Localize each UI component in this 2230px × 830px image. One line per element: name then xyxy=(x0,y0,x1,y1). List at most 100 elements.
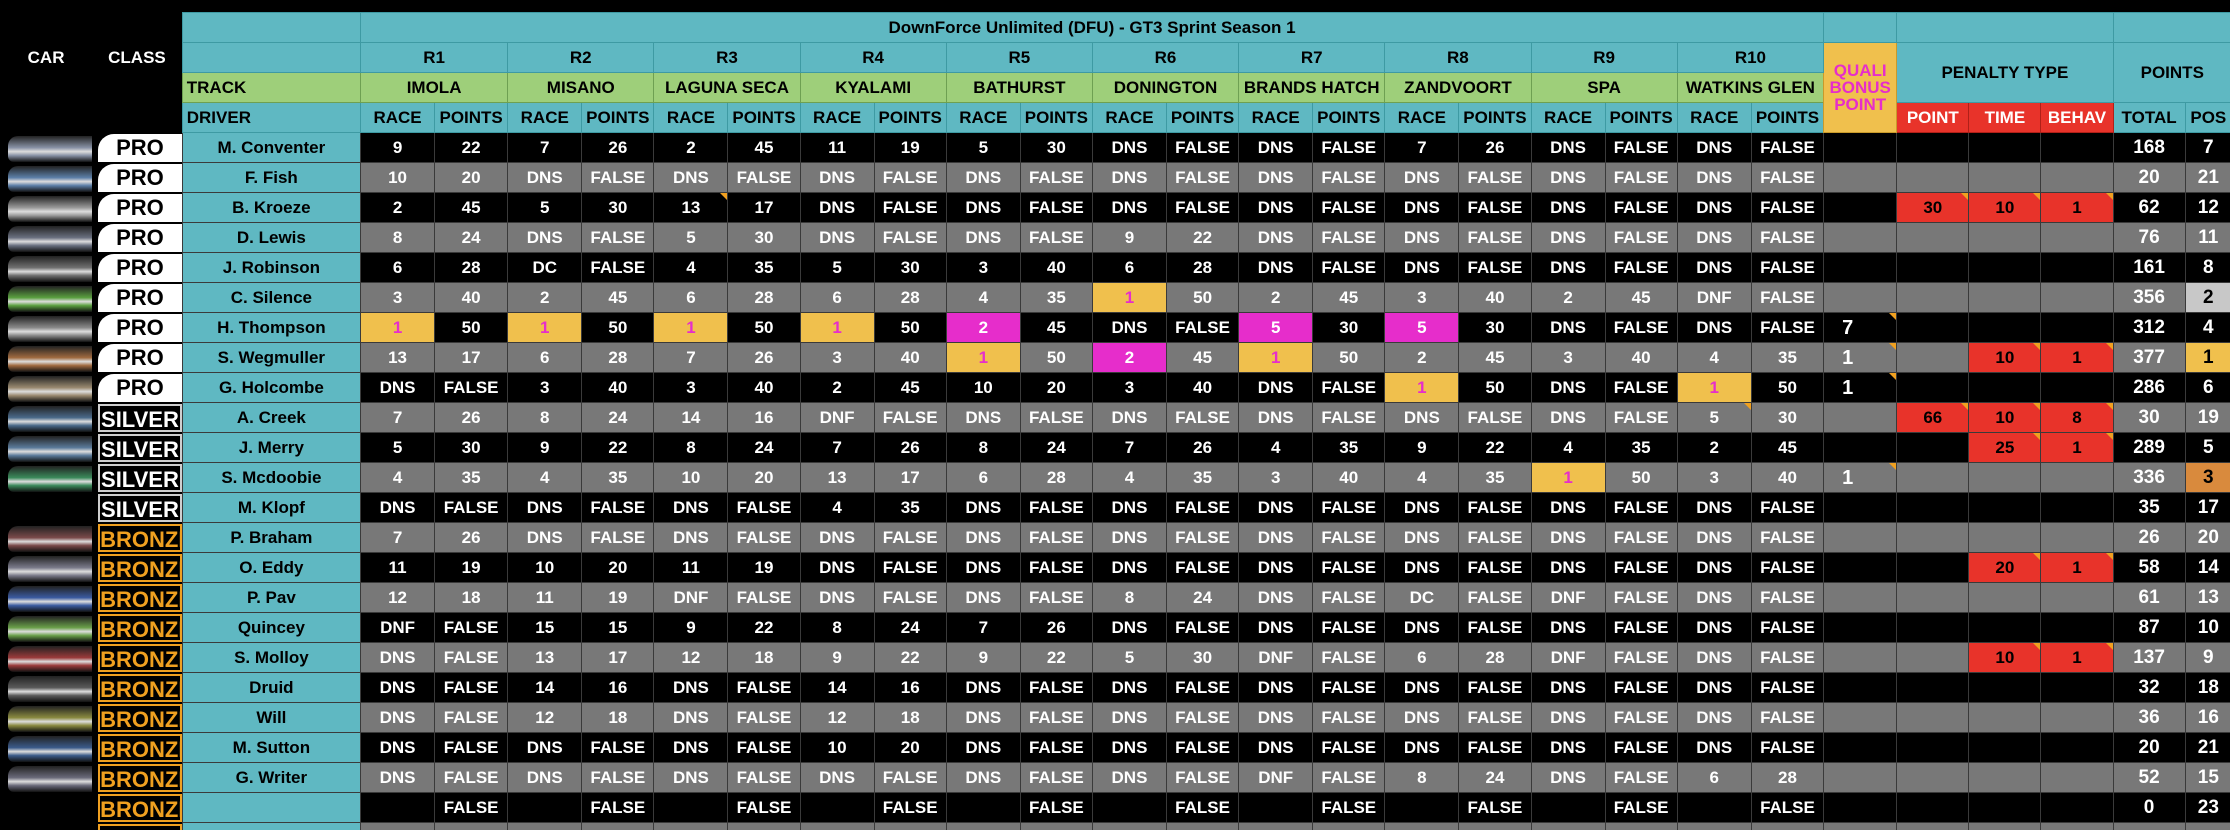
driver-name[interactable]: S. Molloy xyxy=(181,642,362,673)
race-result-cell[interactable]: DNS xyxy=(1238,732,1314,763)
penalty-behav-cell[interactable] xyxy=(2040,762,2114,793)
penalty-point-cell[interactable] xyxy=(1896,462,1970,493)
race-points-cell[interactable]: 17 xyxy=(581,642,655,673)
penalty-time-cell[interactable] xyxy=(1968,222,2042,253)
race-points-cell[interactable]: FALSE xyxy=(727,522,801,553)
race-result-cell[interactable]: 2 xyxy=(653,132,729,163)
race-result-cell[interactable]: 6 xyxy=(359,252,436,283)
race-result-cell[interactable]: 2 xyxy=(799,372,875,403)
race-result-cell[interactable]: DNS xyxy=(1676,732,1752,763)
race-result-cell[interactable]: DNS xyxy=(1238,582,1314,613)
penalty-time-cell[interactable] xyxy=(1968,522,2042,553)
race-points-cell[interactable]: FALSE xyxy=(873,222,947,253)
race-result-cell[interactable]: DNS xyxy=(1384,192,1460,223)
race-result-cell[interactable]: DNS xyxy=(359,642,436,673)
race-result-cell[interactable] xyxy=(1091,822,1168,830)
driver-row[interactable]: BRONZEP. Braham726DNSFALSEDNSFALSEDNSFAL… xyxy=(0,522,2230,553)
race-points-cell[interactable] xyxy=(1458,822,1532,830)
penalty-time-cell[interactable]: 10 xyxy=(1968,642,2042,673)
race-points-cell[interactable]: FALSE xyxy=(1312,222,1386,253)
race-result-cell[interactable]: 14 xyxy=(653,402,729,433)
race-points-cell[interactable]: 24 xyxy=(581,402,655,433)
race-result-cell[interactable]: 7 xyxy=(507,132,583,163)
race-points-cell[interactable]: FALSE xyxy=(727,672,801,703)
race-points-cell[interactable]: FALSE xyxy=(1458,402,1532,433)
race-result-cell[interactable]: DNS xyxy=(945,702,1021,733)
race-points-cell[interactable]: 18 xyxy=(873,702,947,733)
race-points-cell[interactable]: 26 xyxy=(434,522,509,553)
race-points-cell[interactable]: 35 xyxy=(1312,432,1386,463)
race-points-cell[interactable]: FALSE xyxy=(1019,522,1093,553)
race-result-cell[interactable]: 2 xyxy=(1238,282,1314,313)
race-result-cell[interactable]: DNS xyxy=(1530,162,1606,193)
race-points-cell[interactable]: FALSE xyxy=(1458,522,1532,553)
race-points-cell[interactable]: FALSE xyxy=(1750,222,1825,253)
race-points-cell[interactable]: FALSE xyxy=(1019,732,1093,763)
penalty-time-cell[interactable] xyxy=(1968,792,2042,823)
race-result-cell[interactable]: DNS xyxy=(653,492,729,523)
driver-row[interactable]: BRONZEP. Pav12181119DNFFALSEDNSFALSEDNSF… xyxy=(0,582,2230,613)
race-points-cell[interactable]: FALSE xyxy=(873,762,947,793)
race-points-cell[interactable]: FALSE xyxy=(1166,192,1240,223)
race-result-cell[interactable]: DNS xyxy=(507,492,583,523)
race-result-cell[interactable]: 3 xyxy=(1384,282,1460,313)
race-points-cell[interactable]: 22 xyxy=(1166,222,1240,253)
race-points-cell[interactable]: FALSE xyxy=(1750,252,1825,283)
race-points-cell[interactable]: 17 xyxy=(727,192,801,223)
race-points-cell[interactable]: 45 xyxy=(1166,342,1240,373)
driver-name[interactable]: Will xyxy=(181,702,362,733)
race-points-cell[interactable]: FALSE xyxy=(1019,402,1093,433)
race-result-cell[interactable]: DNS xyxy=(1091,672,1168,703)
driver-row[interactable]: BRONZEG. WriterDNSFALSEDNSFALSEDNSFALSED… xyxy=(0,762,2230,793)
race-result-cell[interactable]: DNS xyxy=(359,672,436,703)
race-points-cell[interactable]: FALSE xyxy=(1458,552,1532,583)
race-points-cell[interactable]: 50 xyxy=(1019,342,1093,373)
race-result-cell[interactable] xyxy=(359,792,436,823)
race-points-cell[interactable]: FALSE xyxy=(1458,792,1532,823)
race-points-cell[interactable]: FALSE xyxy=(1604,252,1678,283)
race-result-cell[interactable]: DNS xyxy=(1238,162,1314,193)
race-result-cell[interactable]: DNS xyxy=(799,222,875,253)
race-points-cell[interactable]: FALSE xyxy=(1166,312,1240,343)
race-result-cell[interactable]: 12 xyxy=(359,582,436,613)
race-points-cell[interactable]: 35 xyxy=(1750,342,1825,373)
race-points-cell[interactable]: 26 xyxy=(1019,612,1093,643)
race-points-cell[interactable]: 50 xyxy=(873,312,947,343)
race-points-cell[interactable]: 40 xyxy=(1166,372,1240,403)
race-points-cell[interactable]: 30 xyxy=(873,252,947,283)
race-points-cell[interactable]: 17 xyxy=(434,342,509,373)
race-result-cell[interactable]: DNS xyxy=(1238,672,1314,703)
driver-row[interactable]: PRO F. Fish 10 20 DNS FALSE DNS FALSE DNS FALSE DN… xyxy=(0,162,2230,193)
race-result-cell[interactable]: DNS xyxy=(945,552,1021,583)
penalty-time-cell[interactable] xyxy=(1968,732,2042,763)
quali-bonus-cell[interactable]: 1 xyxy=(1823,462,1898,493)
race-points-cell[interactable]: FALSE xyxy=(1312,402,1386,433)
race-points-cell[interactable]: FALSE xyxy=(1750,672,1825,703)
penalty-point-cell[interactable] xyxy=(1896,612,1970,643)
penalty-point-cell[interactable] xyxy=(1896,792,1970,823)
race-result-cell[interactable]: DNS xyxy=(1530,492,1606,523)
race-points-cell[interactable] xyxy=(581,822,655,830)
race-result-cell[interactable]: DNS xyxy=(945,762,1021,793)
race-points-cell[interactable]: 40 xyxy=(1750,462,1825,493)
race-result-cell[interactable]: 4 xyxy=(1530,432,1606,463)
race-result-cell[interactable]: 7 xyxy=(1384,132,1460,163)
race-points-cell[interactable]: FALSE xyxy=(434,732,509,763)
race-result-cell[interactable]: 2 xyxy=(1091,342,1168,373)
race-result-cell[interactable]: 5 xyxy=(1238,312,1314,343)
quali-bonus-cell[interactable] xyxy=(1823,402,1898,433)
race-result-cell[interactable]: DNF xyxy=(1676,282,1752,313)
race-points-cell[interactable]: FALSE xyxy=(1312,162,1386,193)
driver-name[interactable]: G. Writer xyxy=(181,762,362,793)
race-result-cell[interactable]: 9 xyxy=(799,642,875,673)
race-result-cell[interactable]: DNS xyxy=(1676,132,1752,163)
race-result-cell[interactable]: 1 xyxy=(1091,282,1168,313)
race-points-cell[interactable]: FALSE xyxy=(873,792,947,823)
race-result-cell[interactable]: DNS xyxy=(1238,132,1314,163)
race-points-cell[interactable]: FALSE xyxy=(1604,552,1678,583)
race-points-cell[interactable]: 40 xyxy=(727,372,801,403)
race-points-cell[interactable]: 18 xyxy=(581,702,655,733)
race-result-cell[interactable]: 7 xyxy=(945,612,1021,643)
race-result-cell[interactable]: 3 xyxy=(1676,462,1752,493)
race-points-cell[interactable]: FALSE xyxy=(1604,132,1678,163)
